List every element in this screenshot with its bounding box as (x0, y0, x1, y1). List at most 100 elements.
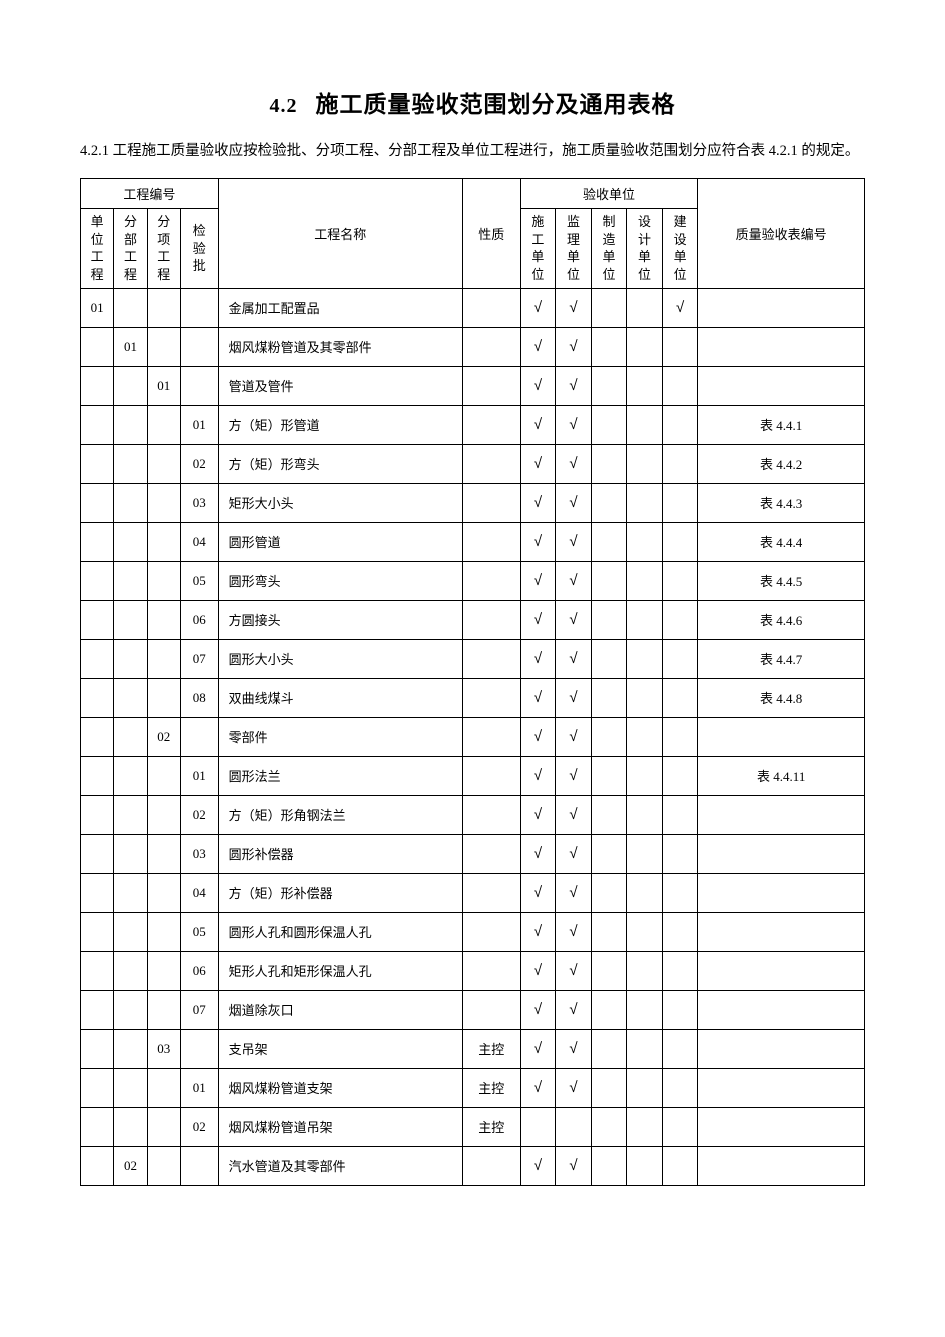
cell: √ (520, 288, 556, 327)
cell (627, 1029, 663, 1068)
cell (627, 639, 663, 678)
acceptance-table: 工程编号 工程名称 性质 验收单位 质量验收表编号 单位工程 分部工程 分项工程… (80, 178, 865, 1185)
cell (662, 873, 698, 912)
cell (698, 1029, 865, 1068)
cell: 01 (81, 288, 114, 327)
intro-text: 工程施工质量验收应按检验批、分项工程、分部工程及单位工程进行，施工质量验收范围划… (113, 143, 860, 159)
cell: 汽水管道及其零部件 (218, 1146, 462, 1185)
cell (662, 795, 698, 834)
cell: √ (556, 639, 592, 678)
cell (147, 756, 180, 795)
cell (147, 990, 180, 1029)
cell (627, 990, 663, 1029)
cell (81, 561, 114, 600)
cell (81, 951, 114, 990)
cell (147, 951, 180, 990)
cell (462, 951, 520, 990)
cell: 表 4.4.8 (698, 678, 865, 717)
cell (462, 639, 520, 678)
cell: 圆形人孔和圆形保温人孔 (218, 912, 462, 951)
cell (147, 483, 180, 522)
cell (81, 327, 114, 366)
cell (114, 483, 147, 522)
cell (114, 561, 147, 600)
cell (698, 912, 865, 951)
cell: 表 4.4.3 (698, 483, 865, 522)
cell (147, 405, 180, 444)
cell: √ (520, 1146, 556, 1185)
cell (81, 1146, 114, 1185)
cell (591, 288, 627, 327)
table-row: 02零部件√√ (81, 717, 865, 756)
cell (114, 912, 147, 951)
cell: 表 4.4.5 (698, 561, 865, 600)
cell (698, 873, 865, 912)
cell (627, 873, 663, 912)
cell (462, 483, 520, 522)
cell: 02 (180, 1107, 218, 1146)
cell (147, 444, 180, 483)
header-unit-project: 单位工程 (81, 209, 114, 288)
cell: √ (520, 405, 556, 444)
header-ref-no: 质量验收表编号 (698, 179, 865, 288)
cell (591, 561, 627, 600)
cell (627, 951, 663, 990)
cell (662, 522, 698, 561)
cell (662, 561, 698, 600)
cell (180, 717, 218, 756)
cell (662, 1146, 698, 1185)
cell (627, 483, 663, 522)
cell (462, 873, 520, 912)
cell (627, 834, 663, 873)
cell (591, 912, 627, 951)
cell: 01 (147, 366, 180, 405)
cell (591, 366, 627, 405)
cell (180, 327, 218, 366)
cell: 圆形管道 (218, 522, 462, 561)
cell (627, 522, 663, 561)
cell (114, 756, 147, 795)
cell: 主控 (462, 1068, 520, 1107)
cell: 06 (180, 600, 218, 639)
cell (180, 1029, 218, 1068)
cell: 方（矩）形管道 (218, 405, 462, 444)
header-item-project: 分项工程 (147, 209, 180, 288)
cell (114, 1068, 147, 1107)
cell (462, 288, 520, 327)
cell (81, 1029, 114, 1068)
cell: √ (520, 951, 556, 990)
cell (591, 483, 627, 522)
cell (114, 873, 147, 912)
cell: 01 (180, 756, 218, 795)
cell (462, 366, 520, 405)
cell (662, 951, 698, 990)
cell: √ (556, 990, 592, 1029)
table-row: 01方（矩）形管道√√表 4.4.1 (81, 405, 865, 444)
cell: 管道及管件 (218, 366, 462, 405)
cell: √ (520, 873, 556, 912)
cell: 07 (180, 639, 218, 678)
cell (81, 834, 114, 873)
table-row: 07圆形大小头√√表 4.4.7 (81, 639, 865, 678)
cell (114, 717, 147, 756)
cell (81, 717, 114, 756)
cell: 01 (180, 405, 218, 444)
cell (147, 678, 180, 717)
cell (627, 678, 663, 717)
cell: 07 (180, 990, 218, 1029)
cell: 零部件 (218, 717, 462, 756)
header-u2: 监理单位 (556, 209, 592, 288)
cell: √ (520, 1029, 556, 1068)
cell: 03 (147, 1029, 180, 1068)
cell (147, 1068, 180, 1107)
cell (114, 366, 147, 405)
cell: 方（矩）形弯头 (218, 444, 462, 483)
section-number: 4.2 (270, 95, 298, 117)
cell (698, 327, 865, 366)
cell: 表 4.4.6 (698, 600, 865, 639)
cell (627, 444, 663, 483)
cell (114, 444, 147, 483)
cell (520, 1107, 556, 1146)
cell: 03 (180, 834, 218, 873)
cell: 04 (180, 873, 218, 912)
